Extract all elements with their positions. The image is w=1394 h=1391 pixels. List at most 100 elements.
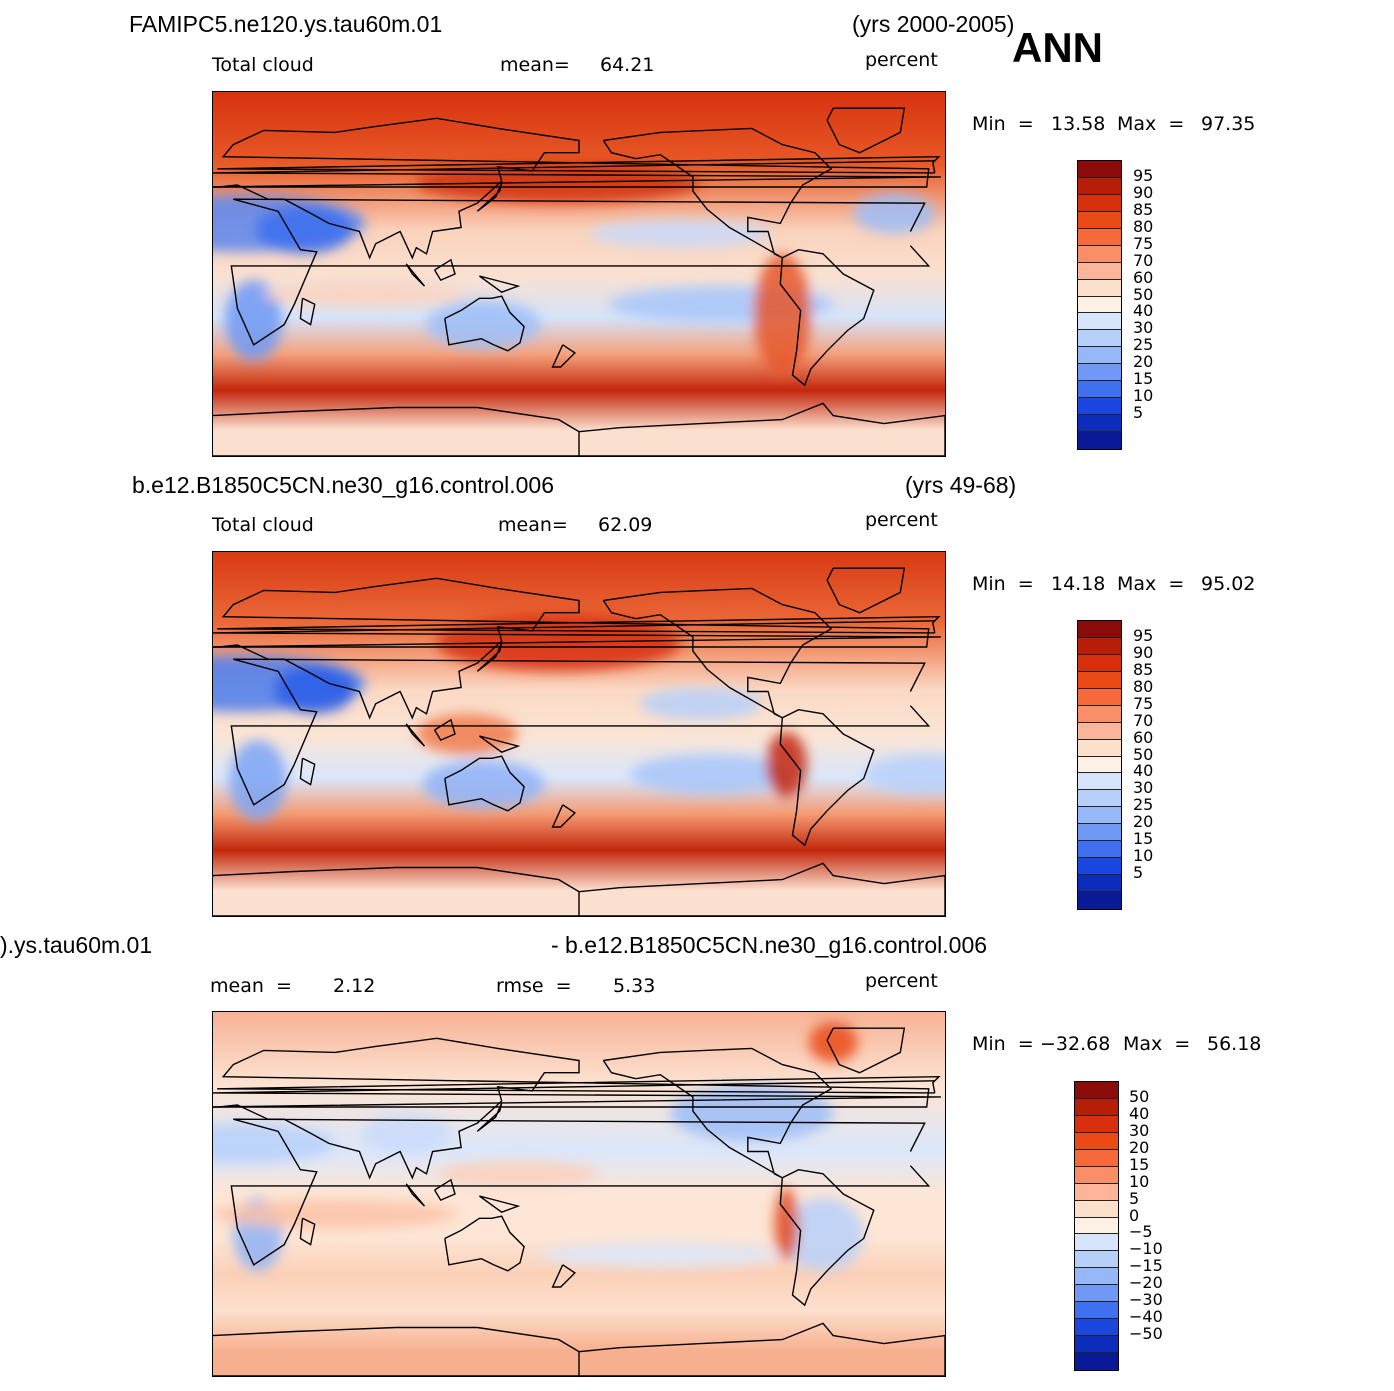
colorbar-tick-label: 0 [1129,1205,1140,1225]
coastline [213,160,941,188]
colorbar-tick-label: 10 [1129,1171,1150,1191]
colorbar-swatch [1078,773,1121,791]
colorbar-tick-label: 85 [1133,199,1154,219]
coastline [478,1195,521,1213]
colorbar-tick-label: 15 [1133,369,1154,389]
colorbar-tick-label: 90 [1133,182,1154,202]
field-anomaly [213,1123,335,1164]
field-anomaly [808,1022,858,1063]
panel3-map [212,1011,946,1377]
colorbar-tick-label: 60 [1133,727,1154,747]
colorbar-swatch [1078,637,1121,655]
field-anomaly [213,1200,457,1229]
colorbar-swatch [1075,1268,1118,1286]
field-anomaly [753,253,811,376]
coastline [230,658,931,806]
colorbar-swatch [1075,1217,1118,1235]
field-anomaly [782,1198,864,1271]
map-field [213,1012,945,1376]
field-anomaly [255,205,354,254]
coastline [213,866,580,916]
colorbar-swatch [1078,790,1121,808]
panel3-colorbar [1074,1081,1119,1371]
coastline [578,402,945,456]
colorbar-tick-label: 70 [1133,710,1154,730]
colorbar-tick-label: −40 [1129,1307,1163,1327]
colorbar-tick-label: 25 [1133,795,1154,815]
colorbar-tick-label: 95 [1133,625,1154,645]
colorbar-tick-label: 75 [1133,693,1154,713]
colorbar-swatch [1075,1082,1118,1099]
coastline [578,862,945,916]
coastline [476,1102,503,1132]
field-anomaly [225,280,283,361]
colorbar-swatch [1078,177,1121,195]
colorbar-swatch [1075,1098,1118,1116]
colorbar-swatch [1078,841,1121,859]
colorbar-tick-label: 15 [1129,1154,1150,1174]
field-anomaly [229,740,287,821]
colorbar-swatch [1078,621,1121,638]
colorbar-tick-label: 40 [1133,301,1154,321]
coastline [578,1322,945,1376]
colorbar-swatch [1078,381,1121,399]
colorbar-tick-label: 80 [1133,216,1154,236]
field-anomaly [416,713,518,755]
panel2-case-title: b.e12.B1850C5CN.ne30_g16.control.006 [132,472,554,498]
coastline [779,708,875,847]
colorbar-tick-label: 10 [1133,846,1154,866]
field-anomaly [853,193,935,234]
colorbar-swatch [1075,1166,1118,1184]
panel2-units: percent [865,509,938,531]
colorbar-tick-label: 20 [1129,1137,1150,1157]
panel2-colorbar [1077,620,1122,910]
map-field [213,552,945,916]
colorbar-swatch [1075,1234,1118,1252]
colorbar-tick-label: 60 [1133,267,1154,287]
field-anomaly [274,665,356,714]
field-anomaly [426,300,541,349]
coastline [299,1217,316,1246]
coastline [434,718,456,741]
colorbar-swatch [1075,1336,1118,1353]
field-anomaly [640,687,762,720]
colorbar-swatch [1078,756,1121,774]
colorbar-tick-label: 30 [1129,1120,1150,1140]
colorbar-swatch [1078,722,1121,740]
colorbar-tick-label: −20 [1129,1273,1163,1293]
colorbar-tick-label: 75 [1133,233,1154,253]
coastline [299,757,316,786]
panel1-case-title: FAMIPC5.ne120.ys.tau60m.01 [129,11,443,37]
map-field [213,92,945,456]
colorbar-tick-label: 95 [1133,165,1154,185]
colorbar-swatch [1078,161,1121,178]
panel1-min-value: 13.58 [1051,113,1106,135]
coastline [217,615,941,634]
colorbar-tick-label: −30 [1129,1290,1163,1310]
panel3-max-value: 56.18 [1207,1033,1262,1055]
field-anomaly [774,1187,799,1261]
colorbar-swatch [1078,807,1121,825]
colorbar-swatch [1075,1115,1118,1133]
coastline [779,1168,875,1307]
coastline [444,755,525,812]
colorbar-swatch [1078,398,1121,416]
coastline [779,248,875,387]
colorbar-swatch [1078,688,1121,706]
panel3-max-label: Max = [1123,1033,1191,1055]
field-anomaly [766,731,807,797]
colorbar-swatch [1078,279,1121,297]
coastline [434,1178,456,1201]
panel3-min-label: Min = [972,1033,1034,1055]
coastline [478,735,521,753]
colorbar-swatch [1075,1149,1118,1167]
colorbar-swatch [1078,705,1121,723]
coastline [230,1118,931,1266]
colorbar-tick-label: −10 [1129,1239,1163,1259]
panel2-max-value: 95.02 [1201,573,1256,595]
colorbar-swatch [1075,1319,1118,1337]
coastline [213,117,930,260]
panel2-years: (yrs 49-68) [905,472,1017,498]
coastline [826,1027,906,1074]
panel2-min-label: Min = [972,573,1034,595]
